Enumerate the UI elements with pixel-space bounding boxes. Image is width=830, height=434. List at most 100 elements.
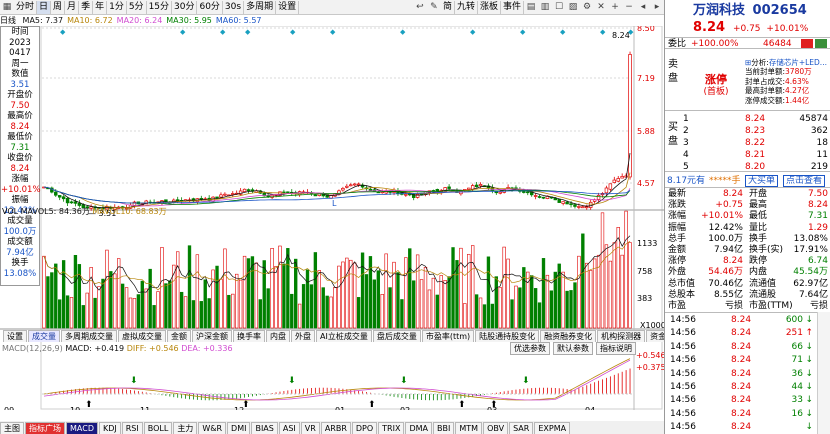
candle-body [596, 195, 601, 200]
indicator-tab-11[interactable]: 市盈率(ttm) [421, 330, 475, 342]
bottom-tab-9[interactable]: BIAS [251, 421, 278, 434]
bars-icon[interactable]: ▥ [540, 2, 550, 12]
macd-button-1[interactable]: 默认参数 [553, 342, 593, 355]
period-tab-13[interactable]: 设置 [276, 0, 300, 14]
event-marker-icon[interactable]: ◆ [60, 28, 66, 36]
indicator-tab-3[interactable]: 虚拟成交量 [118, 330, 166, 342]
event-marker-icon[interactable]: ◆ [600, 28, 606, 36]
chart-icon[interactable]: ▨ [568, 2, 578, 12]
bottom-tab-4[interactable]: RSI [121, 421, 143, 434]
tick-scrollbar[interactable] [817, 312, 830, 434]
period-tab-7[interactable]: 5分 [127, 0, 147, 14]
green-flag-icon[interactable] [815, 39, 827, 48]
bottom-tab-18[interactable]: OBV [483, 421, 509, 434]
event-marker-icon[interactable]: ◆ [220, 28, 226, 36]
period-tab-1[interactable]: 日 [37, 0, 52, 14]
bottom-tab-20[interactable]: EXPMA [534, 421, 571, 434]
indicator-tab-0[interactable]: 设置 [3, 330, 27, 342]
event-marker-icon[interactable]: ◆ [290, 28, 296, 36]
indicator-tab-13[interactable]: 融资融券变化 [540, 330, 597, 342]
volume-bar [274, 266, 278, 329]
period-tab-4[interactable]: 季 [79, 0, 94, 14]
zoom-out-icon[interactable]: − [625, 2, 633, 12]
period-tab-0[interactable]: 分时 [14, 0, 38, 14]
period-tab-8[interactable]: 15分 [147, 0, 173, 14]
tool-button-3[interactable]: 事件 [501, 0, 524, 14]
volume-bar [148, 268, 152, 329]
grid-icon[interactable]: ▦ [2, 2, 12, 12]
macd-line-1 [43, 359, 631, 401]
event-marker-icon[interactable]: ◆ [180, 28, 186, 36]
period-tab-10[interactable]: 60分 [197, 0, 223, 14]
bottom-tab-1[interactable]: 指标广场 [25, 421, 65, 434]
tick-price: 8.24 [731, 328, 752, 339]
tool-button-0[interactable]: 简 [441, 0, 455, 14]
indicator-tab-7[interactable]: 内盘 [266, 330, 290, 342]
event-marker-icon[interactable]: ◆ [520, 28, 526, 36]
bottom-tab-16[interactable]: BBI [433, 421, 455, 434]
event-marker-icon[interactable]: ◆ [400, 28, 406, 36]
indicator-tab-8[interactable]: 外盘 [291, 330, 315, 342]
tool-button-2[interactable]: 涨板 [478, 0, 501, 14]
event-marker-icon[interactable]: ◆ [330, 28, 336, 36]
bottom-tab-17[interactable]: MTM [455, 421, 483, 434]
volume-bar [152, 305, 156, 329]
indicator-tab-6[interactable]: 换手率 [233, 330, 265, 342]
indicator-tab-5[interactable]: 沪深金额 [192, 330, 232, 342]
macd-button-0[interactable]: 优选参数 [510, 342, 550, 355]
draw-icon[interactable]: ✎ [430, 2, 438, 12]
doc-icon[interactable]: ▤ [526, 2, 536, 12]
indicator-tab-12[interactable]: 陆股通持股变化 [475, 330, 540, 342]
period-tab-2[interactable]: 周 [51, 0, 66, 14]
view-detail-button[interactable]: 点击查看 [783, 175, 826, 187]
bottom-tab-0[interactable]: 主图 [0, 421, 24, 434]
bottom-tab-14[interactable]: TRIX [378, 421, 405, 434]
event-marker-icon[interactable]: ◆ [470, 28, 476, 36]
period-tab-3[interactable]: 月 [65, 0, 80, 14]
bottom-tab-12[interactable]: ARBR [320, 421, 351, 434]
bottom-tab-10[interactable]: ASI [278, 421, 300, 434]
period-tab-11[interactable]: 30s [223, 0, 245, 14]
bottom-tab-15[interactable]: DMA [405, 421, 433, 434]
tick-direction-icon: ↑ [805, 328, 813, 339]
bottom-tab-8[interactable]: DMI [227, 421, 251, 434]
macd-params: MACD(12,26,9) [2, 344, 63, 353]
bottom-tab-7[interactable]: W&R [198, 421, 227, 434]
bottom-tab-13[interactable]: DPO [351, 421, 378, 434]
period-tab-5[interactable]: 年 [93, 0, 108, 14]
candlestick-chart-area[interactable]: 8.50 7.19 5.88 4.57 8.24 — 3.51 L ◆ ◆ ◆ ◆ ◆ ◆ ◆ ◆ ◆ ◆ ◆ ◆ 1… [0, 26, 664, 410]
macd-down-arrow-icon: ⬇ [288, 376, 296, 386]
indicator-tab-10[interactable]: 盘后成交量 [372, 330, 421, 342]
event-marker-icon[interactable]: ◆ [560, 28, 566, 36]
tool-button-1[interactable]: 九转 [455, 0, 478, 14]
analysis-value[interactable]: 存储芯片+LED... [768, 58, 827, 67]
bottom-tab-3[interactable]: KDJ [98, 421, 121, 434]
period-tab-9[interactable]: 30分 [172, 0, 198, 14]
close-icon[interactable]: ✕ [597, 2, 605, 12]
nav-left-icon[interactable]: ◂ [640, 2, 646, 12]
big-buy-button[interactable]: 大买单 [745, 175, 779, 187]
indicator-tab-9[interactable]: AI立桩成交量 [316, 330, 372, 342]
nav-right-icon[interactable]: ▸ [654, 2, 660, 12]
indicator-tab-4[interactable]: 金额 [167, 330, 191, 342]
indicator-tab-2[interactable]: 多周期成交量 [61, 330, 117, 342]
zoom-in-icon[interactable]: + [611, 2, 619, 12]
bottom-tab-11[interactable]: VR [300, 421, 320, 434]
price-axis-label: 8.50 [637, 26, 655, 33]
box-icon[interactable]: ☐ [554, 2, 564, 12]
red-flag-icon[interactable] [801, 39, 813, 48]
indicator-tab-14[interactable]: 机构探测器 [597, 330, 646, 342]
event-marker-icon[interactable]: ◆ [628, 28, 634, 36]
period-tab-6[interactable]: 1分 [107, 0, 127, 14]
period-tab-12[interactable]: 多周期 [244, 0, 277, 14]
bottom-tab-5[interactable]: BOLL [143, 421, 173, 434]
quote-panel: 万润科技 002654 8.24 +0.75 +10.01% 委比 +100.0… [664, 0, 830, 434]
settings-icon[interactable]: ⚙ [582, 2, 592, 12]
bottom-tab-19[interactable]: SAR [509, 421, 534, 434]
macd-button-2[interactable]: 指标说明 [596, 342, 636, 355]
bottom-tab-6[interactable]: 主力 [173, 421, 198, 434]
indicator-tab-1[interactable]: 成交量 [28, 330, 60, 342]
back-icon[interactable]: ↩ [416, 2, 424, 12]
bottom-tab-2[interactable]: MACD [66, 421, 98, 434]
event-marker-icon[interactable]: ◆ [245, 28, 251, 36]
